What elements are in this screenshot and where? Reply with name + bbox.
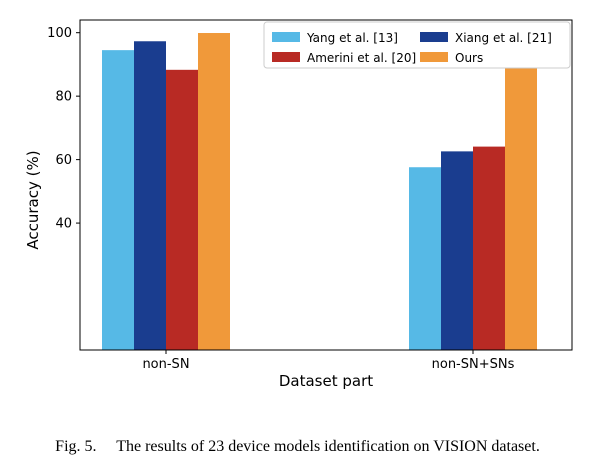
legend-label: Amerini et al. [20] (307, 51, 416, 65)
legend-label: Xiang et al. [21] (455, 31, 552, 45)
legend-swatch (420, 32, 448, 42)
bars-group (102, 33, 537, 351)
bar (166, 69, 198, 350)
legend-label: Ours (455, 51, 483, 65)
y-axis-label: Accuracy (%) (24, 150, 42, 249)
legend-frame (263, 21, 571, 69)
y-tick-label: 80 (55, 90, 72, 105)
bar (198, 33, 230, 351)
x-axis-ticks: non-SN non-SN+SNs (142, 350, 515, 372)
bar (102, 50, 134, 351)
legend-swatch (272, 52, 300, 62)
x-tick-label: non-SN+SNs (432, 357, 515, 372)
bar (473, 146, 505, 350)
bar (505, 65, 537, 350)
y-tick-label: 40 (55, 217, 72, 232)
bar (441, 151, 473, 350)
legend-swatch (420, 52, 448, 62)
y-axis-ticks: 40 60 80 100 (47, 26, 80, 232)
legend-swatch (272, 32, 300, 42)
x-tick-label: non-SN (142, 357, 189, 372)
legend: Yang et al. [13] Xiang et al. [21] Amerini… (263, 21, 571, 69)
legend-label: Yang et al. [13] (306, 31, 398, 45)
y-tick-label: 100 (47, 26, 72, 41)
plot-frame (79, 19, 573, 351)
figure-caption: Fig. 5. The results of 23 device models … (55, 438, 540, 455)
x-axis-label: Dataset part (279, 372, 373, 390)
y-tick-label: 60 (55, 153, 72, 168)
bar (409, 167, 441, 350)
bar (134, 41, 166, 351)
